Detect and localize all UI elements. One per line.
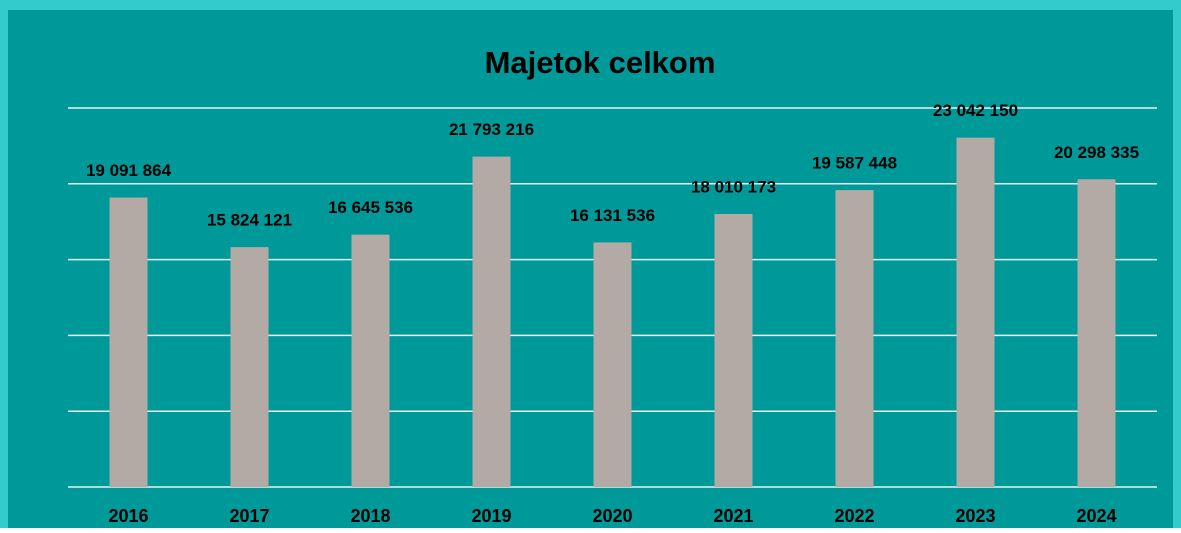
x-tick-label: 2017: [229, 506, 269, 526]
data-label: 20 298 335: [1054, 143, 1139, 162]
x-tick-label: 2018: [350, 506, 390, 526]
data-label: 15 824 121: [207, 211, 292, 230]
data-label: 19 587 448: [812, 154, 897, 173]
data-label: 16 645 536: [328, 198, 413, 217]
bar: [109, 197, 148, 488]
bar: [1077, 179, 1116, 488]
bar: [956, 137, 995, 487]
x-tick-label: 2019: [471, 506, 511, 526]
x-tick-label: 2020: [592, 506, 632, 526]
bar: [593, 242, 632, 487]
x-tick-label: 2021: [713, 506, 753, 526]
x-tick-label: 2016: [108, 506, 148, 526]
bar: [472, 156, 511, 487]
data-label: 23 042 150: [933, 101, 1018, 120]
x-tick-label: 2024: [1076, 506, 1116, 526]
bar: [351, 234, 390, 487]
bar: [835, 190, 874, 487]
data-label: 21 793 216: [449, 120, 534, 139]
chart-background: [8, 10, 1173, 528]
chart-title: Majetok celkom: [485, 45, 716, 80]
data-label: 18 010 173: [691, 177, 776, 196]
data-label: 19 091 864: [86, 161, 172, 180]
bar: [714, 213, 753, 488]
bar: [230, 247, 269, 487]
x-tick-label: 2023: [955, 506, 995, 526]
data-label: 16 131 536: [570, 206, 655, 225]
x-tick-label: 2022: [834, 506, 874, 526]
